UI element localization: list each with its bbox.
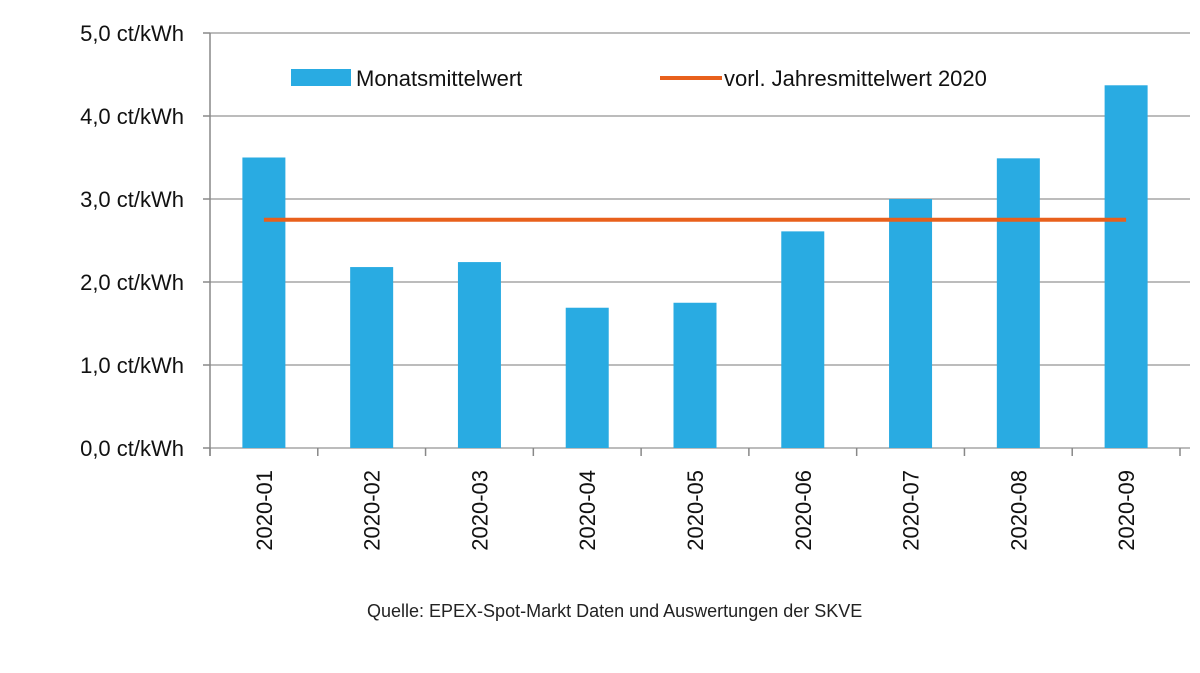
legend-swatch-monatsmittelwert (291, 69, 351, 86)
bar-2020-03 (457, 262, 501, 448)
bar-2020-07 (889, 199, 933, 448)
y-tick-label: 3,0 ct/kWh (80, 187, 184, 212)
bar-2020-09 (1104, 85, 1148, 448)
x-tick-label: 2020-04 (575, 470, 600, 551)
x-tick-label: 2020-01 (252, 470, 277, 551)
x-tick-label: 2020-08 (1006, 470, 1031, 551)
bar-2020-01 (242, 157, 286, 448)
y-tick-label: 5,0 ct/kWh (80, 21, 184, 46)
legend-label: Monatsmittelwert (356, 66, 522, 91)
source-note: Quelle: EPEX-Spot-Markt Daten und Auswer… (367, 601, 862, 621)
x-tick-label: 2020-09 (1114, 470, 1139, 551)
x-tick-label: 2020-02 (360, 470, 385, 551)
y-tick-label: 0,0 ct/kWh (80, 436, 184, 461)
bar-2020-08 (996, 158, 1040, 448)
y-tick-label: 2,0 ct/kWh (80, 270, 184, 295)
x-tick-label: 2020-05 (683, 470, 708, 551)
x-tick-label: 2020-03 (467, 470, 492, 551)
bar-2020-04 (565, 307, 609, 448)
bar-2020-02 (350, 267, 394, 448)
y-tick-label: 4,0 ct/kWh (80, 104, 184, 129)
bar-2020-06 (781, 231, 825, 448)
legend-label: vorl. Jahresmittelwert 2020 (724, 66, 987, 91)
x-tick-label: 2020-07 (899, 470, 924, 551)
x-tick-label: 2020-06 (791, 470, 816, 551)
y-tick-label: 1,0 ct/kWh (80, 353, 184, 378)
bar-2020-05 (673, 302, 717, 448)
